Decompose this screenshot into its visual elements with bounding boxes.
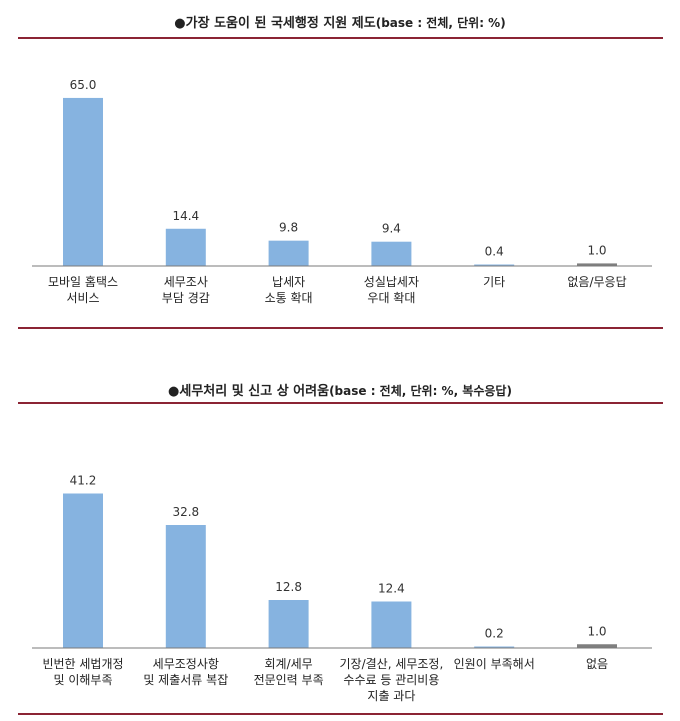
chart-title: ●세무처리 및 신고 상 어려움 xyxy=(168,384,330,399)
chart-title-row: ●가장 도움이 된 국세행정 지원 제도(base : 전체, 단위: %) xyxy=(0,12,680,31)
bar xyxy=(268,600,309,648)
category-label: 서비스 xyxy=(66,291,99,305)
title-divider xyxy=(18,37,663,39)
data-label: 1.0 xyxy=(587,243,606,257)
title-divider xyxy=(18,402,663,404)
bar xyxy=(371,601,412,648)
chart-title-row: ●세무처리 및 신고 상 어려움(base : 전체, 단위: %, 복수응답) xyxy=(0,380,680,399)
chart-title: ●가장 도움이 된 국세행정 지원 제도 xyxy=(174,16,376,31)
category-label: 기타 xyxy=(483,275,505,289)
bar xyxy=(577,263,617,266)
category-label: 및 제출서류 복잡 xyxy=(143,673,228,687)
bar xyxy=(63,97,103,266)
bar xyxy=(63,493,103,648)
section-divider xyxy=(18,327,663,329)
data-label: 32.8 xyxy=(172,505,199,519)
data-label: 0.4 xyxy=(485,245,504,259)
category-label: 전문인력 부족 xyxy=(254,673,324,687)
data-label: 65.0 xyxy=(70,78,97,92)
data-label: 1.0 xyxy=(587,624,606,638)
category-label: 소통 확대 xyxy=(265,291,313,305)
data-label: 14.4 xyxy=(172,209,199,223)
bottom-divider xyxy=(18,713,663,715)
bar xyxy=(474,646,515,648)
data-label: 9.8 xyxy=(279,221,298,235)
data-label: 12.4 xyxy=(378,582,405,596)
category-label: 기장/결산, 세무조정, xyxy=(339,657,443,671)
category-label: 없음/무응답 xyxy=(567,275,626,289)
data-label: 0.2 xyxy=(485,627,504,641)
chart-subtitle: (base : 전체, 단위: %) xyxy=(375,16,506,30)
category-label: 인원이 부족해서 xyxy=(454,657,535,671)
bar xyxy=(474,264,515,266)
category-label: 우대 확대 xyxy=(367,291,415,305)
category-label: 모바일 홈택스 xyxy=(48,275,118,289)
category-label: 세무조정사항 xyxy=(153,657,219,671)
bar xyxy=(165,228,206,266)
chart-subtitle: (base : 전체, 단위: %, 복수응답) xyxy=(329,384,512,398)
bar xyxy=(577,644,617,648)
data-label: 41.2 xyxy=(70,474,97,488)
bar xyxy=(268,240,309,266)
category-label: 납세자 xyxy=(272,275,305,289)
category-label: 빈번한 세법개정 xyxy=(42,657,123,671)
chart-panel-support: ●가장 도움이 된 국세행정 지원 제도(base : 전체, 단위: %) 6… xyxy=(0,0,680,340)
category-label: 세무조사 xyxy=(164,275,208,289)
category-label: 지출 과다 xyxy=(367,689,415,703)
data-label: 12.8 xyxy=(275,580,302,594)
category-label: 성실납세자 xyxy=(364,275,419,289)
category-label: 회계/세무 xyxy=(264,657,312,671)
chart-panel-difficulty: ●세무처리 및 신고 상 어려움(base : 전체, 단위: %, 복수응답)… xyxy=(0,360,680,721)
bar xyxy=(371,241,412,266)
category-label: 없음 xyxy=(586,657,608,671)
bar xyxy=(165,525,206,648)
category-label: 수수료 등 관리비용 xyxy=(343,673,439,687)
category-label: 부담 경감 xyxy=(162,291,210,305)
data-label: 9.4 xyxy=(382,222,401,236)
category-label: 및 이해부족 xyxy=(53,673,112,687)
